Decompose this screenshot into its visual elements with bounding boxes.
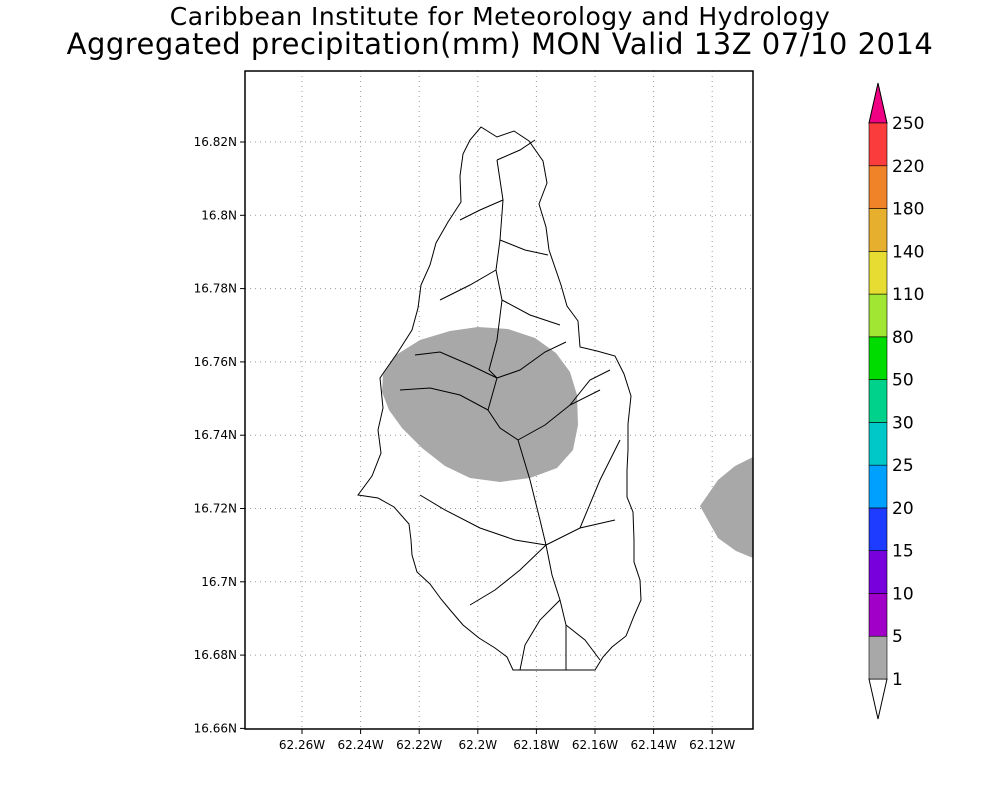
lat-tick-label: 16.8N xyxy=(201,208,237,222)
lon-tick-label: 62.16W xyxy=(572,738,618,752)
lat-tick-label: 16.7N xyxy=(201,575,237,589)
colorbar-label: 10 xyxy=(892,584,914,604)
colorbar-segment xyxy=(868,165,888,209)
colorbar-label: 15 xyxy=(892,542,914,562)
lat-tick-label: 16.68N xyxy=(194,648,237,662)
colorbar-label: 110 xyxy=(892,285,924,305)
colorbar-segment xyxy=(868,635,888,680)
colorbar-label: 20 xyxy=(892,499,914,519)
island-coastline xyxy=(357,126,642,671)
lat-tick-label: 16.74N xyxy=(194,428,237,442)
colorbar-label: 50 xyxy=(892,371,914,391)
precip-area-central xyxy=(382,327,578,482)
colorbar-label: 220 xyxy=(892,157,924,177)
river-north-3 xyxy=(439,269,497,301)
colorbar-segment xyxy=(868,336,888,380)
river-west-3 xyxy=(419,494,547,546)
river-north-2 xyxy=(499,239,549,256)
lon-tick-label: 62.22W xyxy=(396,738,442,752)
colorbar-arrow-low xyxy=(868,678,888,720)
colorbar-segment xyxy=(868,208,888,252)
colorbar-label: 5 xyxy=(892,627,903,647)
lat-tick-label: 16.76N xyxy=(194,355,237,369)
colorbar-segment xyxy=(868,251,888,295)
precip-area-east xyxy=(700,457,753,558)
river-east-5 xyxy=(569,369,611,406)
river-west-2 xyxy=(414,351,498,379)
colorbar-label: 80 xyxy=(892,328,914,348)
river-south-2 xyxy=(565,624,601,661)
chart-title: Caribbean Institute for Meteorology and … xyxy=(169,2,831,31)
colorbar-label: 180 xyxy=(892,200,924,220)
plot-frame xyxy=(244,70,754,730)
river-southwest xyxy=(469,544,547,606)
lon-tick-label: 62.18W xyxy=(513,738,559,752)
colorbar-label: 250 xyxy=(892,114,924,134)
colorbar-segment xyxy=(868,464,888,509)
colorbar-label: 30 xyxy=(892,413,914,433)
lat-tick-label: 16.82N xyxy=(194,135,237,149)
lat-tick-label: 16.72N xyxy=(194,502,237,516)
colorbar-segment xyxy=(868,379,888,423)
river-main-center xyxy=(487,377,547,546)
colorbar-label: 140 xyxy=(892,242,924,262)
river-west-1 xyxy=(399,387,489,411)
river-south-1 xyxy=(519,599,561,671)
lon-tick-label: 62.24W xyxy=(337,738,383,752)
lon-tick-label: 62.14W xyxy=(630,738,676,752)
lon-tick-label: 62.26W xyxy=(279,738,325,752)
river-north-5 xyxy=(496,139,536,161)
colorbar-label: 1 xyxy=(892,670,903,690)
precip-shading xyxy=(382,327,753,558)
river-east-4 xyxy=(579,439,621,529)
lat-tick-label: 16.78N xyxy=(194,282,237,296)
longitude-axis: 62.26W 62.24W 62.22W 62.2W 62.18W 62.16W 62.14… xyxy=(279,729,735,752)
colorbar-label: 25 xyxy=(892,456,914,476)
colorbar-segment xyxy=(868,550,888,594)
river-north-1 xyxy=(459,199,504,221)
river-north-4 xyxy=(501,299,561,326)
lon-tick-label: 62.12W xyxy=(689,738,735,752)
chart-subtitle: Aggregated precipitation(mm) MON Valid 1… xyxy=(66,27,934,61)
lon-tick-label: 62.2W xyxy=(459,738,498,752)
island-watersheds xyxy=(357,126,642,671)
river-east-3 xyxy=(496,341,567,379)
river-east-2 xyxy=(517,389,601,441)
river-main-north xyxy=(488,159,504,379)
colorbar-segment xyxy=(868,593,888,637)
colorbar-segment xyxy=(868,422,888,466)
colorbar-segment xyxy=(868,122,888,167)
river-east-1 xyxy=(545,519,616,546)
colorbar-arrow-high xyxy=(868,82,888,124)
colorbar-segment xyxy=(868,293,888,338)
lat-tick-label: 16.66N xyxy=(194,721,237,735)
colorbar-segment xyxy=(868,507,888,551)
latitude-axis: 16.82N 16.8N 16.78N 16.76N 16.74N 16.72N 16.7N… xyxy=(194,135,245,735)
river-main-south xyxy=(545,544,567,670)
